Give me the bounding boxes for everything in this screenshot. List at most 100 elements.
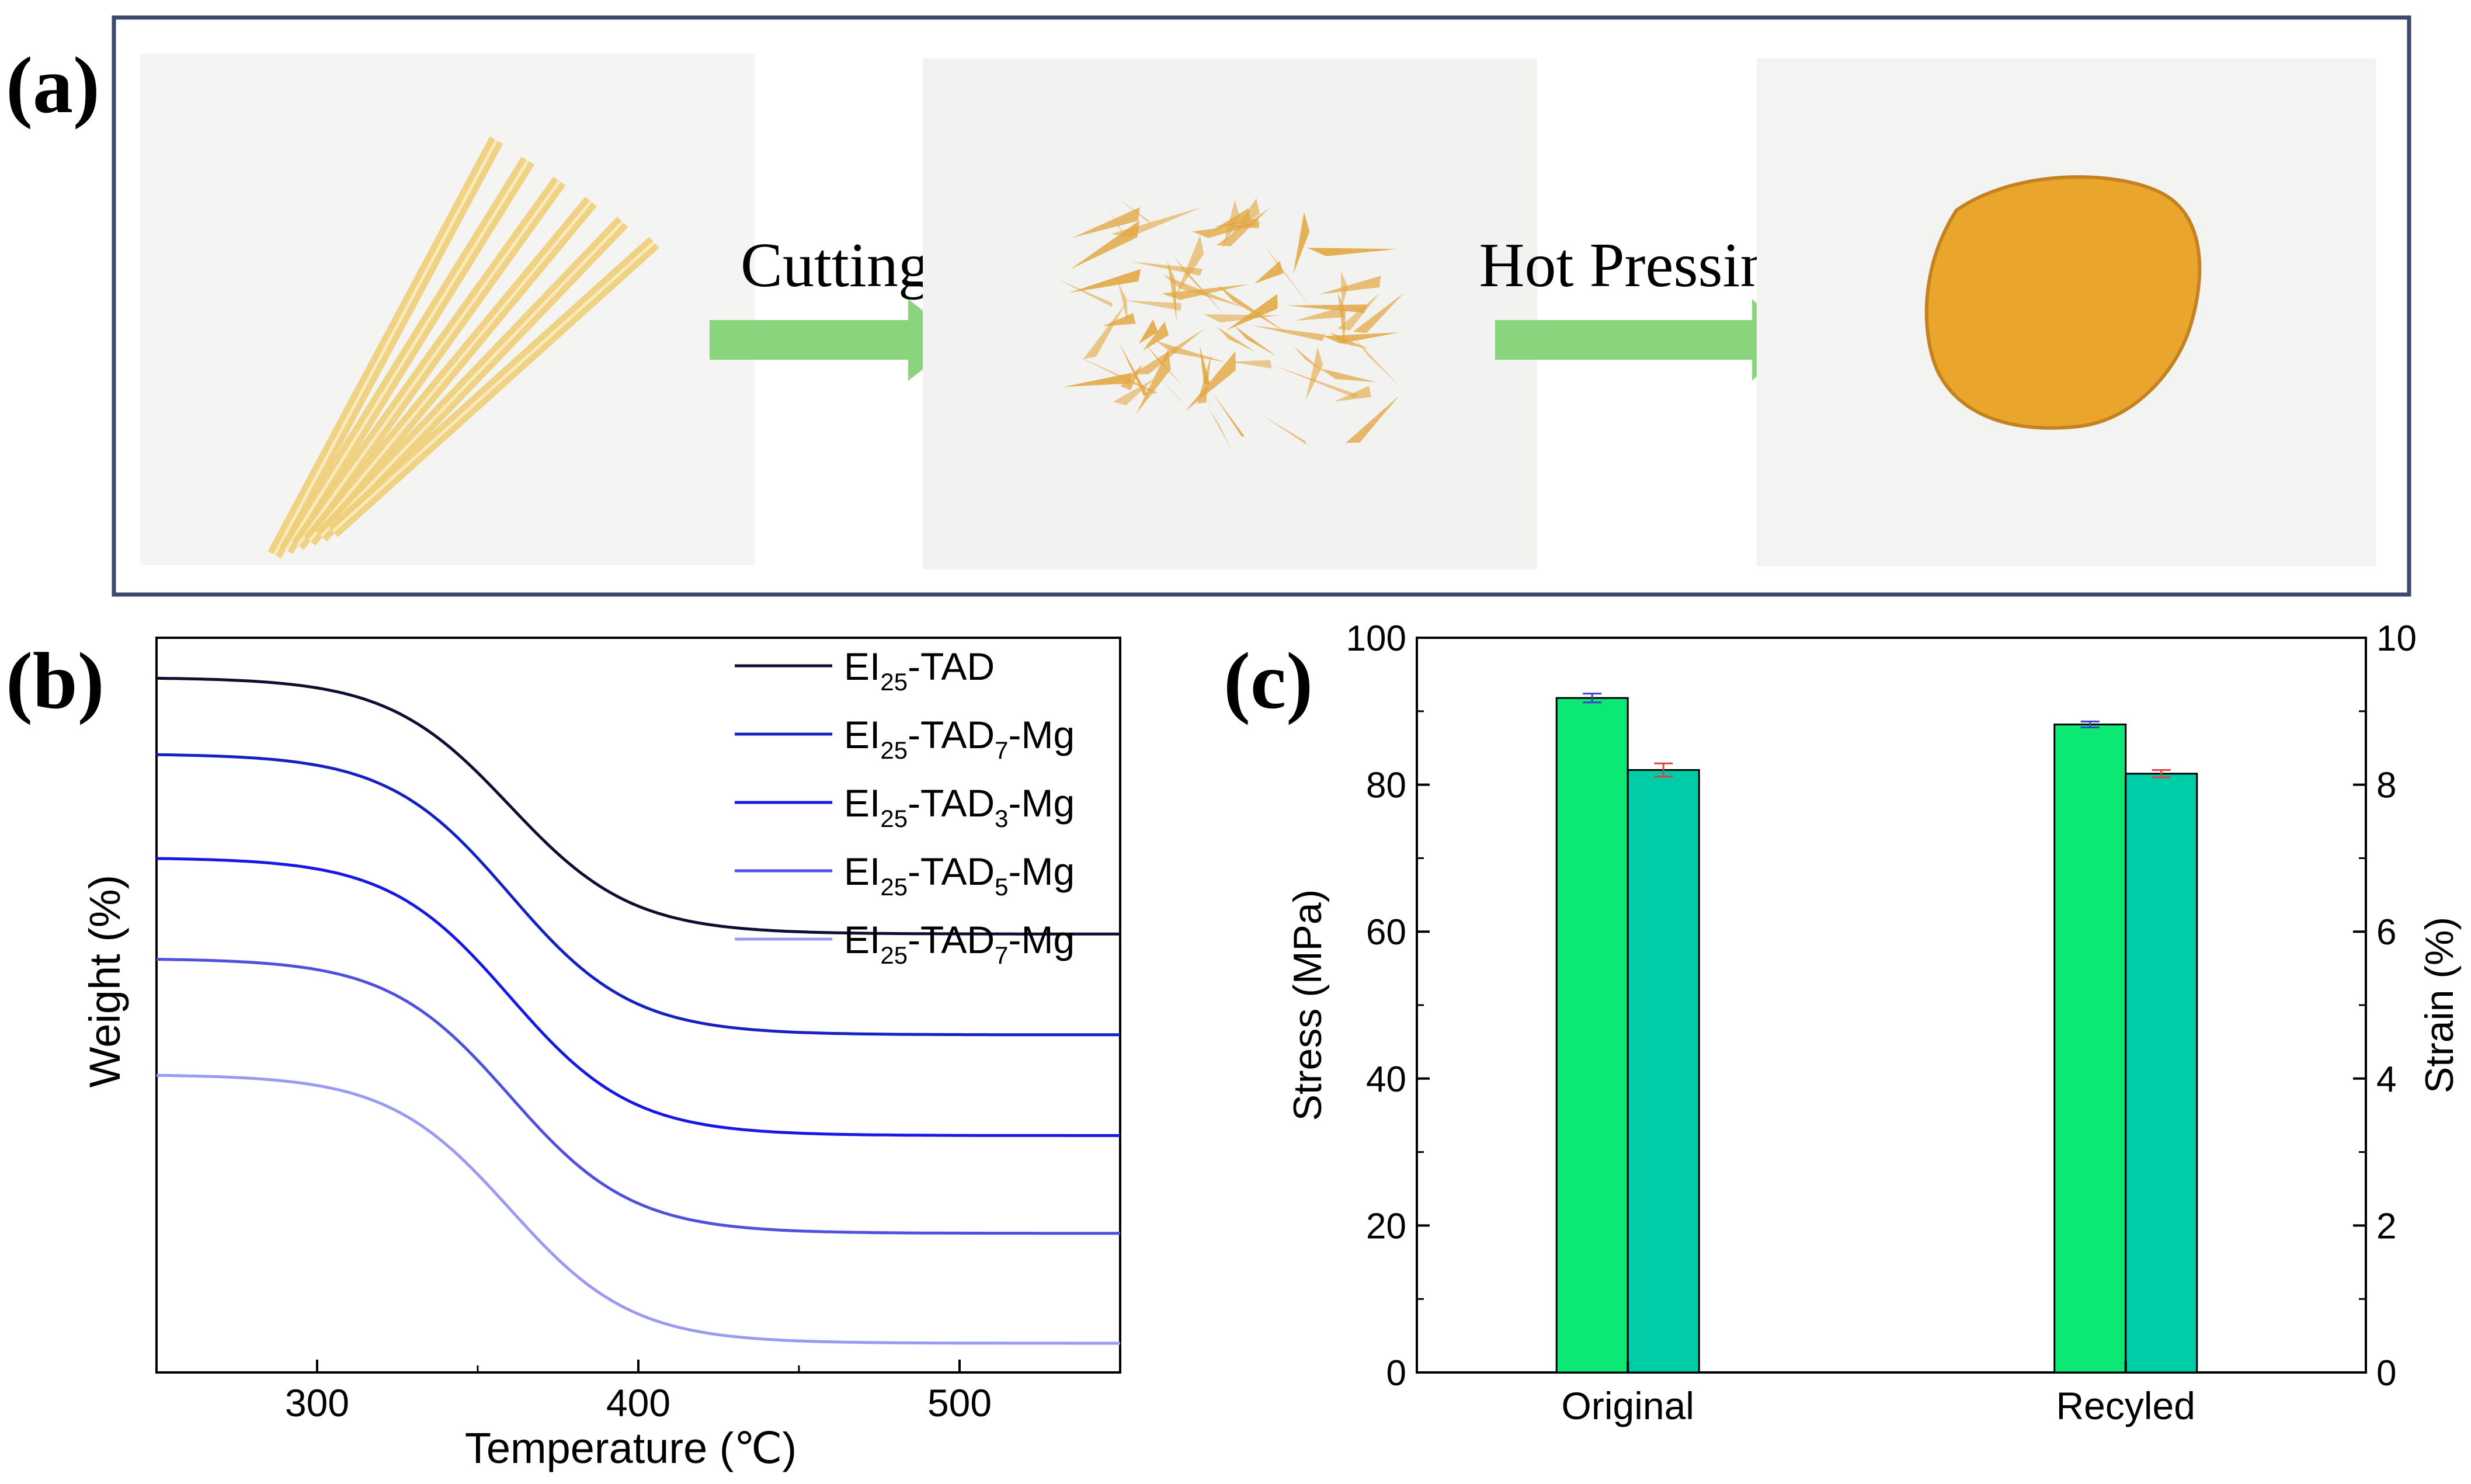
right-tick-label: 4	[2376, 1059, 2396, 1100]
flake	[1071, 220, 1140, 269]
flake	[1307, 248, 1398, 256]
process-arrow-hot-pressing	[1495, 299, 1796, 381]
tga-curves	[156, 676, 1120, 1345]
flake	[1212, 208, 1251, 231]
left-tick-label: 20	[1366, 1206, 1406, 1246]
film-strip-highlight	[284, 159, 530, 551]
left-tick-label: 60	[1366, 912, 1406, 953]
left-tick-label: 40	[1366, 1059, 1406, 1100]
flake	[1194, 382, 1220, 420]
photo-disc	[1757, 58, 2376, 567]
left-tick-label: 100	[1346, 618, 1406, 659]
pressed-disc	[1924, 175, 2202, 430]
right-tick-label: 2	[2376, 1206, 2396, 1246]
film-strip-highlight	[320, 221, 624, 537]
panel-a-border	[112, 15, 2411, 597]
flake	[1254, 260, 1284, 284]
strain-axis-label: Strain (%)	[2417, 917, 2462, 1093]
tga-x-axis-label: Temperature (℃)	[465, 1424, 797, 1472]
stress-axis-label: Stress (MPa)	[1285, 889, 1330, 1121]
mech-bars	[1555, 693, 2198, 1374]
process-arrow-cutting	[710, 299, 961, 381]
panel-b: (b) 300 400 500 EI25-TADEI25-TAD7-MgEI25-T…	[6, 636, 1121, 1472]
panel-a-label: (a)	[6, 40, 100, 130]
tga-curve-4	[156, 958, 1120, 1235]
flake	[1264, 245, 1313, 310]
flake	[1217, 284, 1286, 332]
flake	[1329, 332, 1370, 349]
flake	[1233, 325, 1277, 357]
flake	[1341, 272, 1349, 310]
panel-c: (c) 0 20 40 60 80 100 0 2 4 6 8 10 Original Recyled…	[1224, 618, 2462, 1427]
flake	[1261, 415, 1307, 445]
bar-1-original	[1555, 697, 1629, 1374]
flake	[1217, 326, 1256, 352]
flake	[1197, 355, 1211, 404]
mech-left-ticks: 0 20 40 60 80 100	[1346, 618, 1430, 1393]
flake	[1293, 212, 1310, 274]
flake	[1354, 338, 1400, 387]
flake	[1346, 395, 1400, 443]
legend-entry-4: EI25-TAD5-Mg	[844, 850, 1075, 901]
flake	[1161, 284, 1249, 300]
film-strip-highlight	[308, 200, 592, 542]
flake	[1203, 314, 1280, 323]
flake	[1073, 354, 1158, 394]
flake	[1118, 199, 1151, 225]
hot-pressing-label: Hot Pressing	[1479, 231, 1803, 300]
flake	[1157, 374, 1184, 404]
bar-2-original	[1627, 769, 1700, 1374]
x-tick-label: 400	[606, 1381, 670, 1424]
flake	[1294, 306, 1344, 321]
flake	[1120, 364, 1143, 391]
flake	[1175, 235, 1204, 296]
category-label: Recyled	[2056, 1384, 2195, 1427]
mech-category-labels: Original Recyled	[1562, 1361, 2195, 1427]
flake	[1132, 328, 1206, 375]
right-tick-label: 0	[2376, 1353, 2396, 1393]
x-tick-label: 300	[285, 1381, 349, 1424]
tga-curve-3	[156, 857, 1120, 1137]
mech-right-ticks: 0 2 4 6 8 10	[2353, 618, 2417, 1393]
flake	[1208, 408, 1232, 451]
flake	[1286, 304, 1368, 313]
flake	[1150, 388, 1169, 413]
bar-2-recyled	[2125, 773, 2198, 1374]
left-tick-label: 0	[1386, 1353, 1406, 1393]
film-strip-highlight	[273, 139, 498, 556]
flake	[1142, 321, 1169, 351]
legend-entry-3: EI25-TAD3-Mg	[844, 781, 1075, 832]
flake	[1251, 325, 1325, 342]
tga-curve-2	[156, 753, 1120, 1037]
flake	[1318, 276, 1381, 295]
right-tick-label: 6	[2376, 912, 2396, 953]
flake	[1057, 279, 1113, 307]
tga-legend: EI25-TAD EI25-TAD7-Mg EI25-TAD3-Mg EI25-TAD…	[735, 645, 1075, 969]
left-tick-label: 80	[1366, 766, 1406, 806]
flake	[1124, 300, 1181, 311]
flake	[1118, 282, 1128, 326]
flake	[1131, 261, 1203, 276]
panel-b-label: (b)	[6, 636, 105, 725]
legend-entry-2: EI25-TAD7-Mg	[844, 713, 1075, 764]
flake	[1072, 207, 1141, 238]
flake	[1337, 293, 1379, 331]
flake	[1214, 218, 1260, 228]
flake	[1167, 261, 1177, 322]
x-tick-label: 500	[927, 1381, 992, 1424]
flake	[1229, 360, 1272, 369]
flake	[1069, 269, 1141, 293]
panel-c-label: (c)	[1224, 636, 1313, 725]
cutting-label: Cutting	[741, 231, 930, 300]
right-tick-label: 8	[2376, 766, 2396, 806]
flake	[1185, 351, 1236, 412]
flake	[1305, 347, 1323, 401]
flake	[1063, 373, 1132, 387]
flake	[1138, 319, 1159, 344]
photo-film-strips	[140, 54, 755, 565]
flake	[1155, 340, 1226, 363]
film-strip-highlight	[296, 180, 561, 547]
flake	[1320, 368, 1377, 383]
category-label: Original	[1562, 1384, 1694, 1427]
